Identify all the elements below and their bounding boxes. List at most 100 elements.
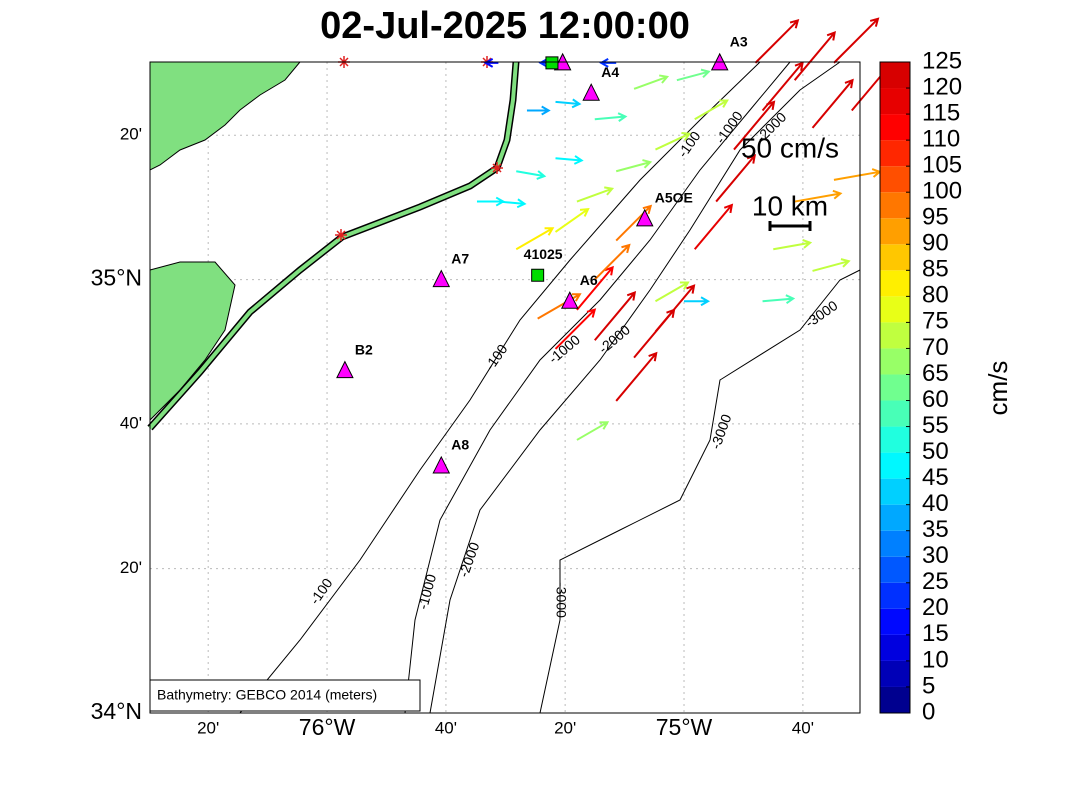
- colorbar-tick-label: 55: [922, 412, 949, 439]
- colorbar-tick-label: 105: [922, 152, 962, 179]
- current-vector: [654, 284, 696, 333]
- y-tick-label: 40': [120, 413, 142, 432]
- contour-line: [429, 61, 841, 714]
- colorbar-tick-label: 50: [922, 438, 949, 465]
- contours: [239, 61, 861, 714]
- colorbar-band: [880, 504, 910, 531]
- station-label: A8: [451, 437, 469, 453]
- colorbar-tick-label: 70: [922, 334, 949, 361]
- colorbar-band: [880, 582, 910, 609]
- colorbar-tick-label: 20: [922, 594, 949, 621]
- colorbar-band: [880, 88, 910, 115]
- station-label: A3: [730, 34, 748, 50]
- colorbar-tick-label: 115: [922, 99, 960, 126]
- attribution: Bathymetry: GEBCO 2014 (meters): [157, 687, 377, 703]
- current-vector: [554, 207, 590, 233]
- contour-line: [239, 61, 761, 714]
- colorbar-tick-label: 110: [922, 125, 960, 152]
- current-vector: [693, 203, 734, 250]
- colorbar-band: [880, 452, 910, 479]
- current-vector: [794, 189, 843, 203]
- station-marker: [635, 208, 654, 227]
- contour-label: -3000: [553, 582, 569, 618]
- colorbar-tick-label: 10: [922, 646, 949, 673]
- current-vector: [615, 351, 658, 402]
- current-vector: [516, 170, 547, 180]
- current-vector: [812, 258, 851, 272]
- colorbar-tick-label: 95: [922, 204, 949, 231]
- current-vector: [762, 294, 796, 304]
- colorbar-tick-label: 35: [922, 516, 949, 543]
- current-vector: [576, 265, 614, 311]
- colorbar-band: [880, 634, 910, 661]
- current-vector: [555, 98, 582, 109]
- current-vector: [599, 57, 617, 68]
- current-vector: [594, 112, 628, 122]
- x-tick-label: 76°W: [299, 714, 356, 740]
- current-vector: [483, 57, 499, 68]
- colorbar-tick-label: 65: [922, 360, 949, 387]
- x-tick-label: 20': [197, 718, 219, 737]
- colorbar-tick-label: 75: [922, 308, 949, 335]
- current-vector: [633, 74, 670, 90]
- colorbar-band: [880, 660, 910, 687]
- colorbar-band: [880, 296, 910, 323]
- station-marker: [560, 291, 579, 309]
- current-vector: [684, 296, 711, 307]
- colorbar-band: [880, 348, 910, 375]
- y-tick-label: 20': [120, 558, 142, 577]
- station-marker: [432, 455, 451, 474]
- colorbar-band: [880, 400, 910, 427]
- colorbar-band: [880, 244, 910, 271]
- site-marker: [491, 162, 503, 174]
- colorbar-tick-label: 25: [922, 568, 949, 595]
- station-marker: [336, 360, 354, 379]
- current-vector: [576, 421, 610, 441]
- x-tick-label: 75°W: [656, 714, 713, 740]
- colorbar-tick-label: 45: [922, 464, 949, 491]
- station-label: A4: [601, 64, 619, 80]
- colorbar-band: [880, 374, 910, 401]
- x-tick-label: 40': [792, 718, 814, 737]
- current-vector: [594, 243, 631, 281]
- current-vector: [694, 99, 729, 121]
- station-label: A7: [451, 250, 469, 266]
- colorbar-tick-label: 0: [922, 698, 935, 725]
- station-marker: [531, 268, 545, 282]
- current-vector: [761, 61, 804, 112]
- current-vector: [773, 239, 813, 251]
- colorbar-tick-label: 30: [922, 542, 949, 569]
- current-vector: [554, 308, 597, 350]
- contour-line: [539, 269, 861, 714]
- colorbar-band: [880, 686, 910, 713]
- colorbar-band: [880, 166, 910, 193]
- colorbar-frame: [879, 61, 911, 714]
- current-vector: [655, 132, 692, 151]
- current-vector: [515, 227, 555, 251]
- colorbar-tick-label: 80: [922, 282, 949, 309]
- current-vector: [811, 78, 854, 129]
- colorbar-band: [880, 140, 910, 167]
- colorbar-band: [880, 556, 910, 583]
- vectors: [476, 17, 894, 441]
- title: 02-Jul-2025 12:00:00: [320, 5, 690, 47]
- station-label: 41025: [524, 246, 563, 262]
- current-vector: [555, 155, 584, 165]
- colorbar-band: [880, 322, 910, 349]
- site-marker: [335, 229, 347, 241]
- colorbar-band: [880, 270, 910, 297]
- colorbar-band: [880, 478, 910, 505]
- colorbar-band: [880, 114, 910, 141]
- y-tick-label: 35°N: [91, 265, 142, 291]
- colorbar-label: cm/s: [983, 361, 1013, 416]
- colorbar-tick-label: 5: [922, 672, 935, 699]
- colorbar-tick-label: 15: [922, 620, 949, 647]
- barrier-island: [148, 61, 518, 430]
- station-label: A6: [580, 272, 598, 288]
- station-label: B2: [355, 341, 373, 357]
- colorbar-tick-label: 90: [922, 230, 949, 257]
- current-vector: [476, 196, 506, 207]
- station-label: A5OE: [655, 190, 693, 206]
